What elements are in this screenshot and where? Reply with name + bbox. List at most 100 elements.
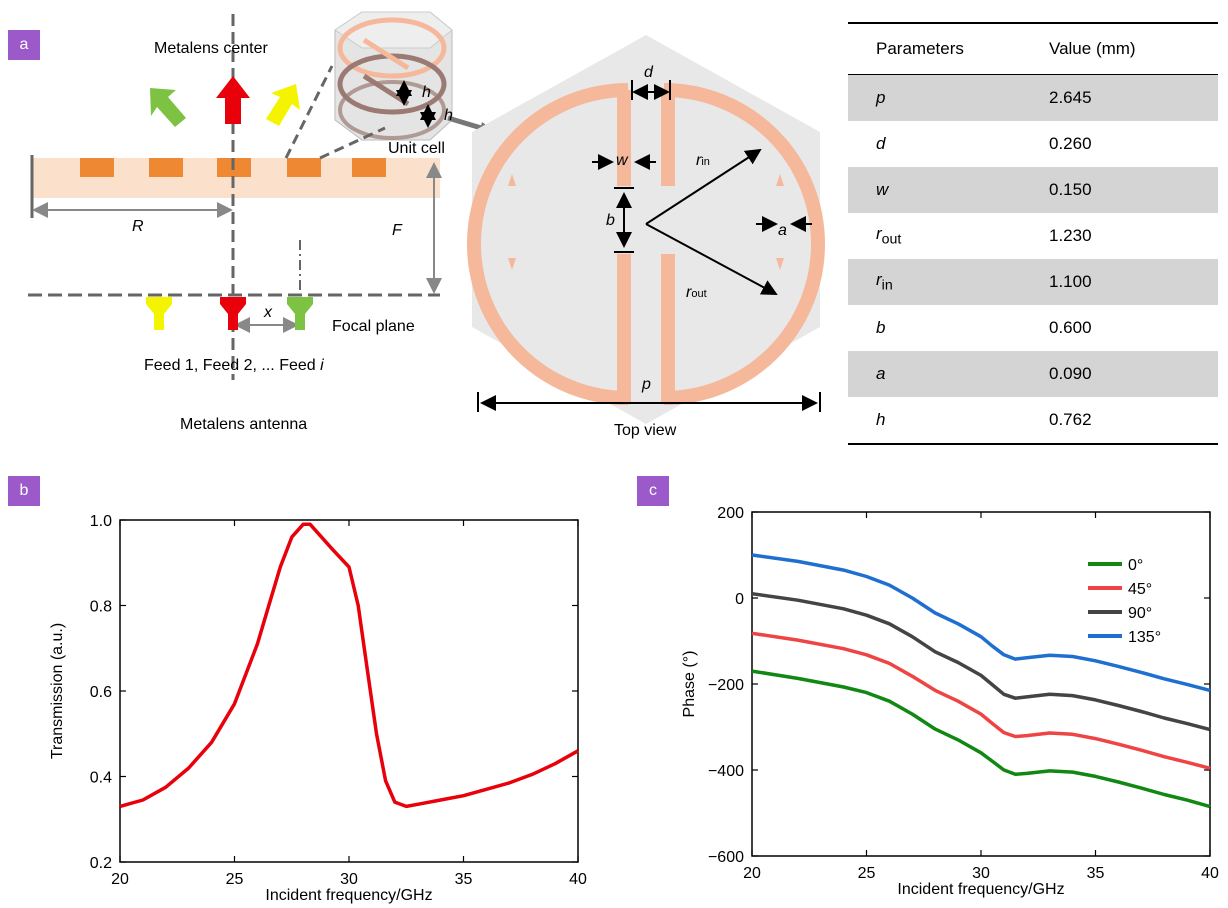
unit-cell-3d <box>334 11 453 141</box>
param-value: 1.100 <box>1017 259 1218 305</box>
unit-cell <box>80 158 114 177</box>
y-tick-label: 0 <box>735 591 744 608</box>
legend-label: 0° <box>1128 557 1143 574</box>
param-value: 1.230 <box>1049 226 1092 245</box>
x-tick-label: 30 <box>340 871 358 888</box>
yellow-feed <box>146 297 172 330</box>
param-name: b <box>876 318 886 337</box>
focal-plane-label: Focal plane <box>332 318 415 335</box>
dim-p-label: p <box>642 376 651 393</box>
unit-cell-label: Unit cell <box>388 140 445 157</box>
red-beam-arrow <box>216 76 250 124</box>
yellow-beam-arrow <box>266 84 300 126</box>
green-feed <box>287 297 313 330</box>
table-row: w 0.150 <box>848 167 1218 213</box>
dim-f-label: F <box>392 222 402 239</box>
outer-ring-left <box>467 83 629 405</box>
y-tick-label: 0.8 <box>90 599 112 616</box>
top-view-label: Top view <box>614 422 677 439</box>
series-line <box>751 631 1211 770</box>
table-row: d 0.260 <box>848 121 1218 167</box>
metalens-center-label: Metalens center <box>154 40 268 57</box>
metalens-antenna-label: Metalens antenna <box>180 416 308 433</box>
table-row: b 0.600 <box>848 305 1218 351</box>
param-value: 0.150 <box>1017 167 1218 213</box>
x-tick-label: 40 <box>1201 865 1219 882</box>
param-name: a <box>876 364 886 383</box>
parameter-table: Parameters Value (mm) p 2.645 d 0.260 w 0.150… <box>848 22 1218 445</box>
feeds-label: Feed 1, Feed 2, ... Feed i <box>144 357 324 375</box>
param-name-cell: p <box>848 74 1017 121</box>
param-name: p <box>876 88 886 107</box>
unit-cell <box>352 158 386 177</box>
panel-b-badge: b <box>8 476 40 506</box>
y-tick-label: 0.4 <box>90 770 112 787</box>
table-row: p 2.645 <box>848 74 1218 121</box>
dim-a-label: a <box>778 222 787 239</box>
dim-rout-line <box>645 223 778 295</box>
unit-cell <box>149 158 183 177</box>
x-tick-label: 25 <box>226 871 244 888</box>
red-feed <box>220 297 246 330</box>
phase-chart: 20 25 30 35 40 −600 −400 −200 0 200 Incident frequ… <box>681 505 1219 898</box>
param-name-cell: d <box>848 121 1017 167</box>
series-line <box>751 591 1211 732</box>
unit-cell <box>287 158 321 177</box>
table-row: a 0.090 <box>848 351 1218 397</box>
y-tick-label: 200 <box>717 505 744 522</box>
param-name-cell: rin <box>848 259 1017 305</box>
x-tick-label: 25 <box>858 865 876 882</box>
x-tick-label: 20 <box>743 865 761 882</box>
table-row: rout 1.230 <box>848 213 1218 259</box>
y-axis-label: Phase (°) <box>681 651 698 718</box>
legend-label: 135° <box>1128 629 1161 646</box>
param-name: h <box>876 410 886 429</box>
table-header-parameters: Parameters <box>848 22 1017 75</box>
dim-rin-line <box>645 148 762 225</box>
param-name: r <box>876 224 882 244</box>
dim-rin-sub: in <box>701 156 710 168</box>
dim-r-label: R <box>132 218 144 235</box>
param-name-cell: h <box>848 397 1017 445</box>
x-axis-label: Incident frequency/GHz <box>897 881 1064 898</box>
series-line <box>751 669 1211 809</box>
split-ring <box>467 83 825 405</box>
param-sub: out <box>881 231 902 248</box>
feeds-label-i: i <box>320 357 324 374</box>
transmission-chart: 20 25 30 35 40 0.2 0.4 0.6 0.8 1.0 Incident freque… <box>49 513 587 904</box>
table-row: rin 1.100 <box>848 259 1218 305</box>
outer-ring-right <box>663 83 825 405</box>
legend-label: 90° <box>1128 605 1152 622</box>
param-value: 2.645 <box>1017 74 1218 121</box>
x-tick-label: 20 <box>111 871 129 888</box>
y-axis-label: Transmission (a.u.) <box>49 623 66 759</box>
top-view <box>467 35 825 424</box>
dim-w-label: w <box>616 152 628 169</box>
param-name: w <box>876 180 889 199</box>
y-tick-label: 0.2 <box>90 855 112 872</box>
y-tick-label: −600 <box>708 849 744 866</box>
dim-rout-r: r <box>686 284 692 301</box>
dim-rin-label: rin <box>696 152 710 170</box>
dim-rin-r: r <box>696 152 702 169</box>
param-value: 0.762 <box>1017 397 1218 445</box>
param-value: 0.600 <box>1049 318 1092 337</box>
param-name-cell: a <box>848 351 1017 397</box>
param-name: r <box>876 270 882 290</box>
param-value: 0.260 <box>1049 134 1092 153</box>
x-tick-label: 30 <box>972 865 990 882</box>
hexagon-outline <box>472 35 820 424</box>
series-line <box>751 553 1211 693</box>
zoom-line <box>284 65 334 159</box>
panel-c-badge: c <box>637 476 669 506</box>
y-tick-label: 0.6 <box>90 684 112 701</box>
table-row: h 0.762 <box>848 397 1218 445</box>
param-value: 0.090 <box>1017 351 1218 397</box>
param-sub: in <box>881 277 893 294</box>
zoom-line <box>319 126 386 160</box>
dim-b-label: b <box>606 212 615 229</box>
x-axis-label: Incident frequency/GHz <box>265 887 432 904</box>
table-header-value: Value (mm) <box>1017 22 1218 75</box>
dim-h-label-2: h <box>444 107 453 124</box>
metalens-schematic <box>28 11 825 424</box>
